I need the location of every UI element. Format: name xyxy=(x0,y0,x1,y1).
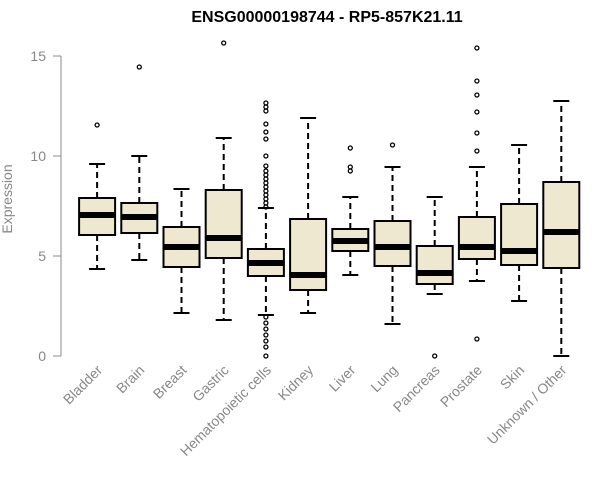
outlier-point xyxy=(263,344,269,350)
x-tick-label: Unknown / Other xyxy=(484,362,570,448)
x-tick-label: Lung xyxy=(367,362,400,395)
outlier-point xyxy=(263,136,269,142)
iqr-box xyxy=(289,218,328,291)
y-axis-label: Expression xyxy=(0,164,15,233)
iqr-box xyxy=(542,181,581,269)
iqr-box xyxy=(415,245,454,285)
y-tick-label: 0 xyxy=(38,348,46,364)
box-pancreas xyxy=(415,196,454,359)
y-tick-label: 10 xyxy=(30,148,46,164)
box-bladder xyxy=(78,122,117,270)
outlier-point xyxy=(263,153,269,159)
outlier-point xyxy=(263,168,269,174)
outlier-point xyxy=(474,109,480,115)
box-brain xyxy=(120,64,159,261)
box-gastric xyxy=(204,40,243,321)
x-tick-label: Prostate xyxy=(437,362,485,410)
boxes-group xyxy=(78,40,581,359)
outlier-point xyxy=(263,326,269,332)
outlier-point xyxy=(474,78,480,84)
outlier-point xyxy=(347,164,353,170)
x-tick-label: Brain xyxy=(113,362,147,396)
outlier-point xyxy=(474,336,480,342)
y-tick-label: 5 xyxy=(38,248,46,264)
outlier-point xyxy=(136,64,142,70)
outlier-point xyxy=(432,353,438,359)
outlier-point xyxy=(263,320,269,326)
outlier-point xyxy=(474,148,480,154)
outlier-point xyxy=(263,121,269,127)
iqr-box xyxy=(204,189,243,259)
x-tick-label: Breast xyxy=(150,362,190,402)
outlier-point xyxy=(221,40,227,46)
box-prostate xyxy=(457,45,496,342)
y-tick-label: 15 xyxy=(30,48,46,64)
box-hematopoietic-cells xyxy=(246,100,285,359)
x-tick-label: Kidney xyxy=(275,362,317,404)
iqr-box xyxy=(457,216,496,260)
outlier-point xyxy=(263,129,269,135)
box-unknown-other xyxy=(542,100,581,357)
box-breast xyxy=(162,188,201,314)
box-skin xyxy=(500,144,539,302)
outlier-point xyxy=(263,163,269,169)
x-tick-label: Skin xyxy=(497,362,528,393)
box-liver xyxy=(331,145,370,276)
outlier-point xyxy=(263,100,269,106)
x-tick-label: Liver xyxy=(326,362,359,395)
x-tick-label: Pancreas xyxy=(390,362,443,415)
outlier-point xyxy=(389,142,396,148)
y-axis: 0 5 10 15 xyxy=(30,48,62,364)
outlier-point xyxy=(263,314,269,320)
iqr-box xyxy=(500,203,539,266)
outlier-point xyxy=(263,332,269,338)
x-tick-label: Bladder xyxy=(60,362,106,408)
outlier-point xyxy=(474,92,480,98)
box-lung xyxy=(373,142,412,325)
outlier-point xyxy=(347,145,353,151)
box-kidney xyxy=(289,117,328,314)
iqr-box xyxy=(373,220,412,267)
outlier-point xyxy=(474,130,480,136)
outlier-point xyxy=(474,45,480,51)
chart-title: ENSG00000198744 - RP5-857K21.11 xyxy=(191,9,462,26)
outlier-point xyxy=(263,353,269,359)
outlier-point xyxy=(94,122,100,128)
outlier-point xyxy=(263,338,269,344)
